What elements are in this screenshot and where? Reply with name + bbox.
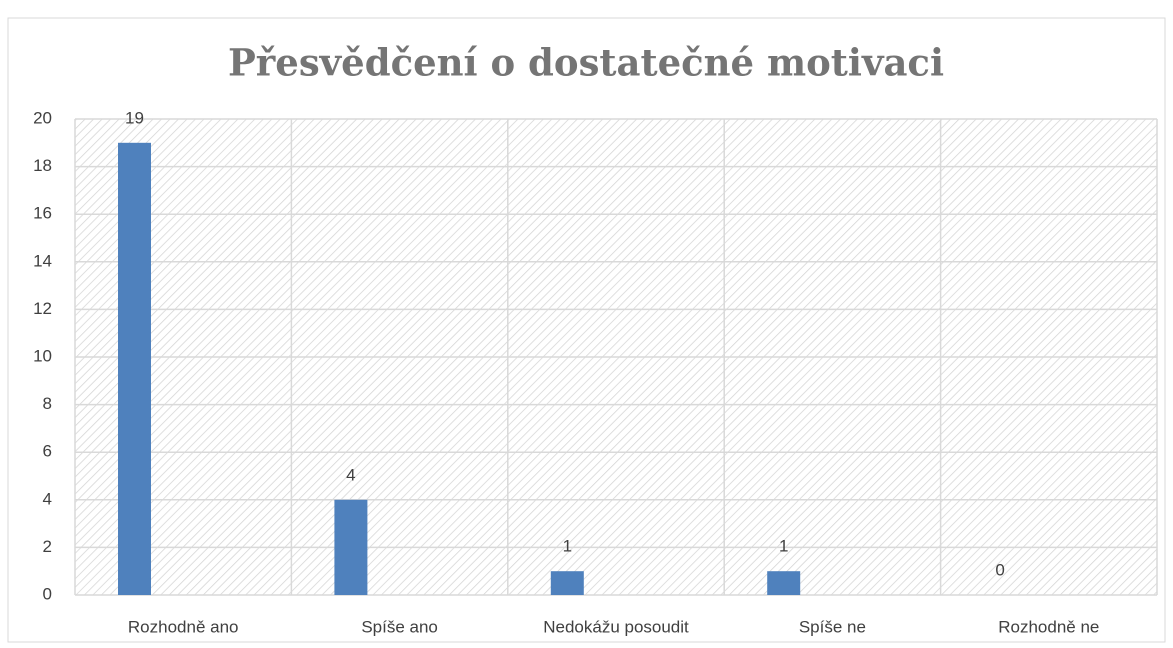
y-tick-label: 14 (33, 251, 52, 270)
x-tick-label: Rozhodně ne (998, 617, 1099, 636)
y-tick-label: 0 (43, 584, 52, 603)
bar (550, 571, 584, 595)
x-tick-label: Nedokážu posoudit (543, 617, 689, 636)
y-tick-label: 10 (33, 346, 52, 365)
data-label: 1 (779, 537, 788, 556)
data-label: 0 (995, 560, 1004, 579)
x-tick-label: Spíše ano (361, 617, 438, 636)
y-tick-label: 4 (43, 489, 52, 508)
y-tick-label: 8 (43, 394, 52, 413)
bar (118, 142, 151, 596)
x-tick-label: Spíše ne (799, 617, 866, 636)
y-tick-label: 18 (33, 156, 52, 175)
chart-title: Přesvědčení o dostatečné motivaci (228, 41, 944, 85)
bar (767, 571, 801, 595)
bar (334, 499, 368, 595)
data-label: 4 (346, 465, 355, 484)
data-label: 19 (125, 108, 144, 127)
x-tick-label: Rozhodně ano (128, 617, 239, 636)
y-tick-label: 16 (33, 204, 52, 223)
data-label: 1 (563, 537, 572, 556)
y-tick-label: 6 (43, 442, 52, 461)
y-tick-label: 2 (43, 537, 52, 556)
y-tick-label: 20 (33, 108, 52, 127)
y-tick-label: 12 (33, 299, 52, 318)
